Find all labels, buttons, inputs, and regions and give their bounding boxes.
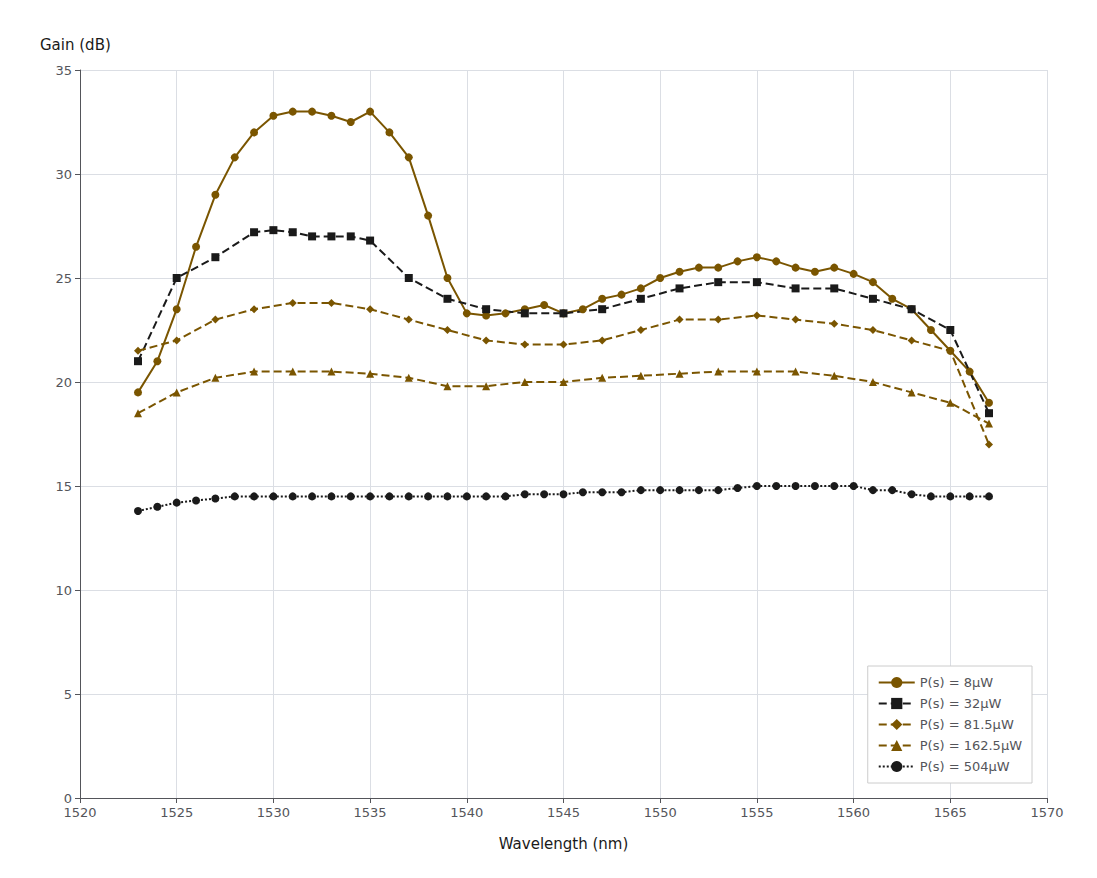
svg-text:0: 0 [64,791,72,806]
svg-text:1565: 1565 [934,805,967,820]
svg-text:1560: 1560 [837,805,870,820]
svg-text:P(s) = 81.5μW: P(s) = 81.5μW [920,717,1014,732]
svg-text:25: 25 [55,271,72,286]
svg-text:1545: 1545 [547,805,580,820]
svg-text:5: 5 [64,687,72,702]
svg-text:Gain (dB): Gain (dB) [40,36,111,54]
svg-text:1525: 1525 [160,805,193,820]
svg-text:1535: 1535 [354,805,387,820]
svg-text:P(s) = 8μW: P(s) = 8μW [920,675,993,690]
svg-text:1570: 1570 [1030,805,1063,820]
svg-text:1520: 1520 [63,805,96,820]
svg-text:Wavelength (nm): Wavelength (nm) [499,835,629,853]
svg-text:10: 10 [55,583,72,598]
svg-text:1540: 1540 [450,805,483,820]
svg-text:P(s) = 162.5μW: P(s) = 162.5μW [920,738,1022,753]
svg-text:P(s) = 504μW: P(s) = 504μW [920,759,1010,774]
svg-text:15: 15 [55,479,72,494]
svg-text:30: 30 [55,167,72,182]
svg-text:20: 20 [55,375,72,390]
svg-text:1530: 1530 [257,805,290,820]
svg-text:35: 35 [55,63,72,78]
svg-text:1555: 1555 [740,805,773,820]
svg-text:P(s) = 32μW: P(s) = 32μW [920,696,1002,711]
svg-text:1550: 1550 [644,805,677,820]
